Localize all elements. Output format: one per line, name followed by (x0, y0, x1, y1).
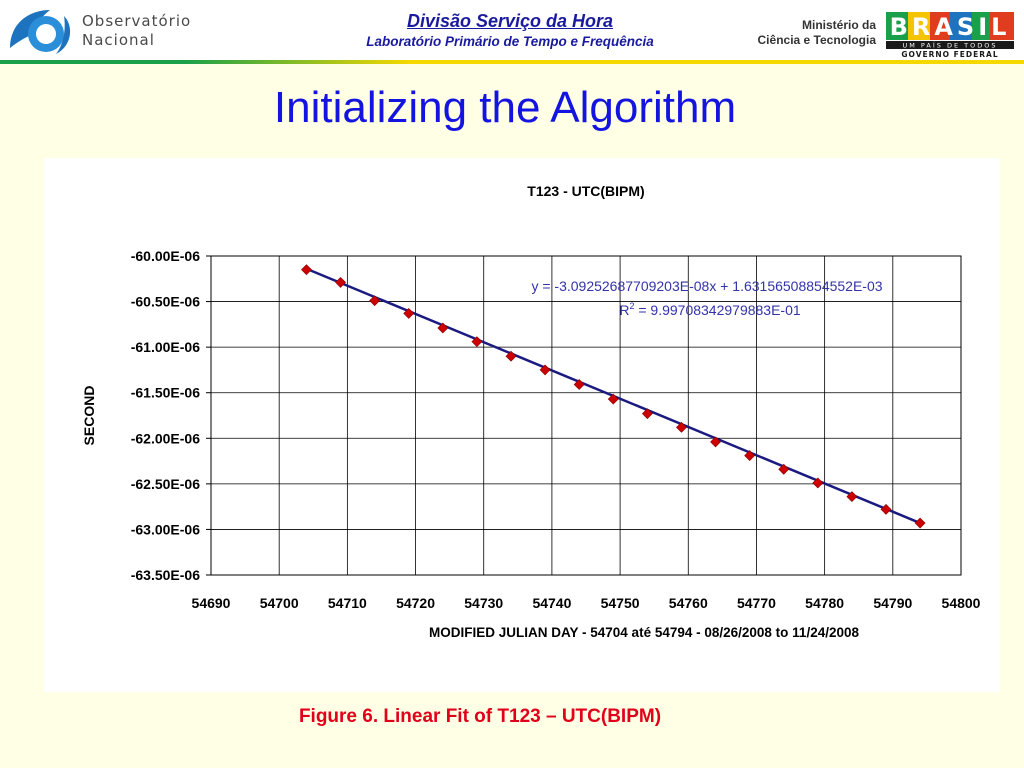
brasil-government: GOVERNO FEDERAL (901, 50, 998, 58)
chart-container: T123 - UTC(BIPM) 54690 54700 54710 54720 5473… (44, 158, 1000, 692)
data-point (641, 408, 653, 420)
data-point (846, 491, 858, 503)
brasil-letters: BRASIL (890, 13, 1011, 41)
org-name-line1: Observatório (82, 12, 192, 30)
y-axis-label: SECOND (81, 386, 97, 446)
x-tick-label: 54700 (260, 595, 299, 611)
r-squared-symbol: R (619, 302, 629, 318)
y-tick-label: -61.50E-06 (131, 385, 200, 401)
x-tick-label: 54770 (737, 595, 776, 611)
linear-fit-chart: T123 - UTC(BIPM) 54690 54700 54710 54720 5473… (81, 183, 981, 640)
slide-title: Initializing the Algorithm (273, 83, 737, 132)
x-tick-label: 54730 (464, 595, 503, 611)
x-tick-label: 54760 (669, 595, 708, 611)
data-point (573, 379, 585, 390)
ministry-line2: Ciência e Tecnologia (757, 33, 876, 47)
x-tick-label: 54780 (805, 595, 844, 611)
ministry-label: Ministério da Ciência e Tecnologia (744, 18, 876, 48)
data-point (301, 264, 312, 276)
x-tick-label: 54790 (873, 595, 912, 611)
x-axis-label: MODIFIED JULIAN DAY - 54704 até 54794 - … (429, 625, 859, 640)
data-point (778, 463, 790, 475)
y-tick-label: -62.50E-06 (131, 476, 200, 492)
data-point (710, 436, 721, 448)
x-tick-label: 54690 (192, 595, 231, 611)
r-squared-exponent: 2 (629, 301, 634, 311)
data-point (676, 421, 687, 433)
data-point (914, 517, 926, 529)
y-tick-label: -63.50E-06 (131, 567, 200, 583)
data-point (505, 350, 517, 362)
r-squared-value: = 9.99708342979883E-01 (634, 302, 800, 318)
data-point (607, 393, 619, 405)
y-tick-label: -60.50E-06 (131, 294, 200, 310)
data-point (335, 277, 346, 288)
data-point (471, 336, 483, 348)
y-tick-label: -60.00E-06 (131, 248, 200, 264)
r-squared-label: R2 = 9.99708342979883E-01 (619, 301, 801, 318)
chart-title: T123 - UTC(BIPM) (527, 183, 644, 199)
y-tick-label: -63.00E-06 (131, 521, 200, 537)
plot-area-frame (210, 255, 962, 576)
observatorio-name: Observatório Nacional (82, 12, 191, 50)
brasil-tagline: UM PAÍS DE TODOS (902, 41, 997, 50)
figure-caption: Figure 6. Linear Fit of T123 – UTC(BIPM) (298, 706, 662, 727)
data-point (744, 450, 756, 462)
division-subtitle: Laboratório Primário de Tempo e Frequênc… (366, 34, 654, 49)
observatorio-logo-icon (10, 10, 71, 54)
data-point (369, 295, 381, 307)
ministry-line1: Ministério da (801, 18, 876, 32)
x-tick-label: 54800 (942, 595, 981, 611)
data-point (539, 364, 551, 376)
data-point (403, 307, 415, 319)
header-divider (0, 60, 1024, 64)
org-name-line2: Nacional (82, 31, 155, 49)
data-point (437, 322, 449, 334)
y-tick-label: -62.00E-06 (131, 430, 200, 446)
division-heading: Divisão Serviço da Hora Laboratório Prim… (290, 10, 730, 52)
data-point (880, 503, 892, 515)
brasil-government-logo: BRASIL UM PAÍS DE TODOS GOVERNO FEDERAL (886, 12, 1014, 58)
x-tick-label: 54710 (328, 595, 367, 611)
header-bar: Observatório Nacional Divisão Serviço da… (0, 0, 1024, 62)
equation-label: y = -3.09252687709203E-08x + 1.631565088… (531, 278, 882, 294)
x-tick-label: 54720 (396, 595, 435, 611)
x-tick-label: 54740 (532, 595, 571, 611)
division-title: Divisão Serviço da Hora (406, 11, 614, 31)
x-tick-label: 54750 (601, 595, 640, 611)
data-point (812, 477, 824, 489)
y-tick-label: -61.00E-06 (131, 339, 200, 355)
